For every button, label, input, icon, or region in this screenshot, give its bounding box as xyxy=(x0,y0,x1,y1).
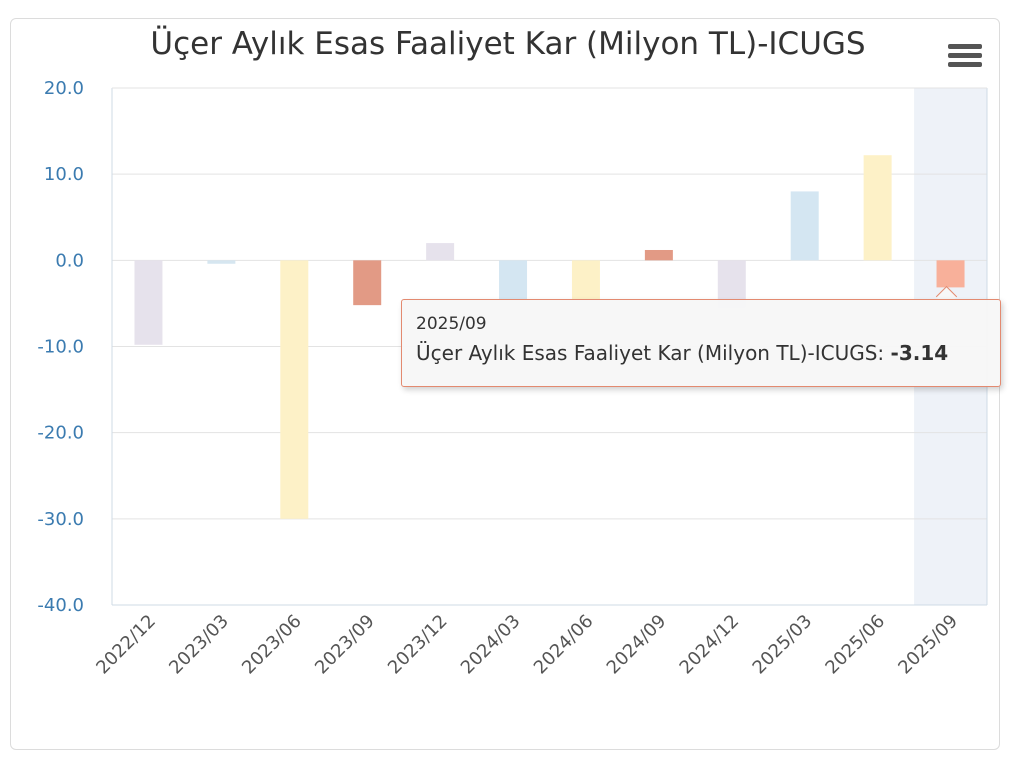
x-tick-label: 2025/06 xyxy=(821,611,889,679)
y-tick-label: 10.0 xyxy=(44,164,84,185)
tooltip-series-label: Üçer Aylık Esas Faaliyet Kar (Milyon TL)… xyxy=(416,341,891,365)
x-tick-label: 2025/03 xyxy=(749,611,817,679)
y-tick-label: -20.0 xyxy=(37,423,84,444)
y-tick-label: 20.0 xyxy=(44,78,84,99)
y-tick-label: -40.0 xyxy=(37,595,84,616)
y-tick-label: -10.0 xyxy=(37,337,84,358)
x-tick-label: 2023/09 xyxy=(311,611,379,679)
bar-2023-12[interactable] xyxy=(426,243,455,261)
x-tick-label: 2023/12 xyxy=(384,611,452,679)
bar-2025-09[interactable] xyxy=(936,260,965,288)
y-tick-label: 0.0 xyxy=(55,250,84,271)
x-tick-label: 2024/12 xyxy=(676,611,744,679)
x-tick-label: 2025/09 xyxy=(894,611,962,679)
bar-2025-06[interactable] xyxy=(863,155,892,261)
hamburger-menu-icon[interactable] xyxy=(948,44,982,70)
tooltip-category: 2025/09 xyxy=(416,314,487,334)
bar-2023-03[interactable] xyxy=(207,260,236,264)
bar-2024-06[interactable] xyxy=(571,260,600,300)
x-tick-label: 2024/06 xyxy=(530,611,598,679)
x-tick-label: 2024/09 xyxy=(603,611,671,679)
bar-2025-03[interactable] xyxy=(790,191,819,261)
bar-2022-12[interactable] xyxy=(134,260,163,345)
tooltip-value: -3.14 xyxy=(890,341,949,365)
x-tick-label: 2023/06 xyxy=(238,611,306,679)
bar-2024-03[interactable] xyxy=(499,260,528,300)
bar-2023-06[interactable] xyxy=(280,260,309,519)
x-tick-label: 2024/03 xyxy=(457,611,525,679)
tooltip: 2025/09 Üçer Aylık Esas Faaliyet Kar (Mi… xyxy=(401,299,1001,387)
x-tick-label: 2023/03 xyxy=(165,611,233,679)
bar-2024-09[interactable] xyxy=(644,249,673,261)
x-tick-label: 2022/12 xyxy=(92,611,160,679)
bar-2023-09[interactable] xyxy=(353,260,382,306)
y-tick-label: -30.0 xyxy=(37,509,84,530)
chart-title: Üçer Aylık Esas Faaliyet Kar (Milyon TL)… xyxy=(150,26,866,62)
